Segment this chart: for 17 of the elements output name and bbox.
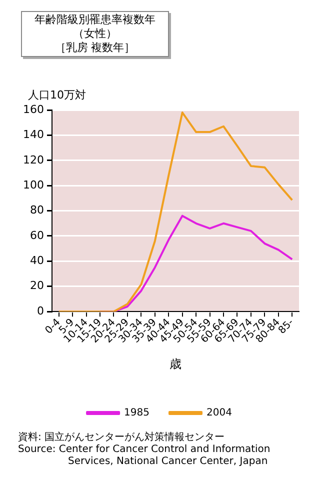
y-tick-label: 20 (30, 279, 44, 292)
y-tick-label: 120 (22, 153, 44, 166)
y-tick-label: 80 (30, 204, 44, 217)
y-tick-label: 60 (30, 228, 44, 242)
legend-label: 2004 (206, 408, 232, 419)
y-axis-title: 人口10万対 (28, 88, 86, 102)
source-note: Source: Center for Cancer Control and Information Services, National Cancer Center, Japan (18, 444, 272, 468)
y-tick-label: 100 (22, 178, 44, 192)
y-tick-label: 0 (36, 304, 44, 318)
legend-label: 1985 (124, 408, 150, 419)
x-axis-title: 歳 (170, 356, 182, 371)
y-tick-label: 40 (30, 254, 44, 268)
y-tick-label: 140 (22, 128, 44, 142)
chart-title: 年齢階級別罹患率複数年（女性） (34, 13, 156, 41)
text: 資料: 国立がんセンターがん対策情報センター (18, 432, 226, 444)
y-tick-label: 160 (22, 102, 44, 116)
chart-subtitle: ［乳房 複数年］ (54, 41, 136, 55)
